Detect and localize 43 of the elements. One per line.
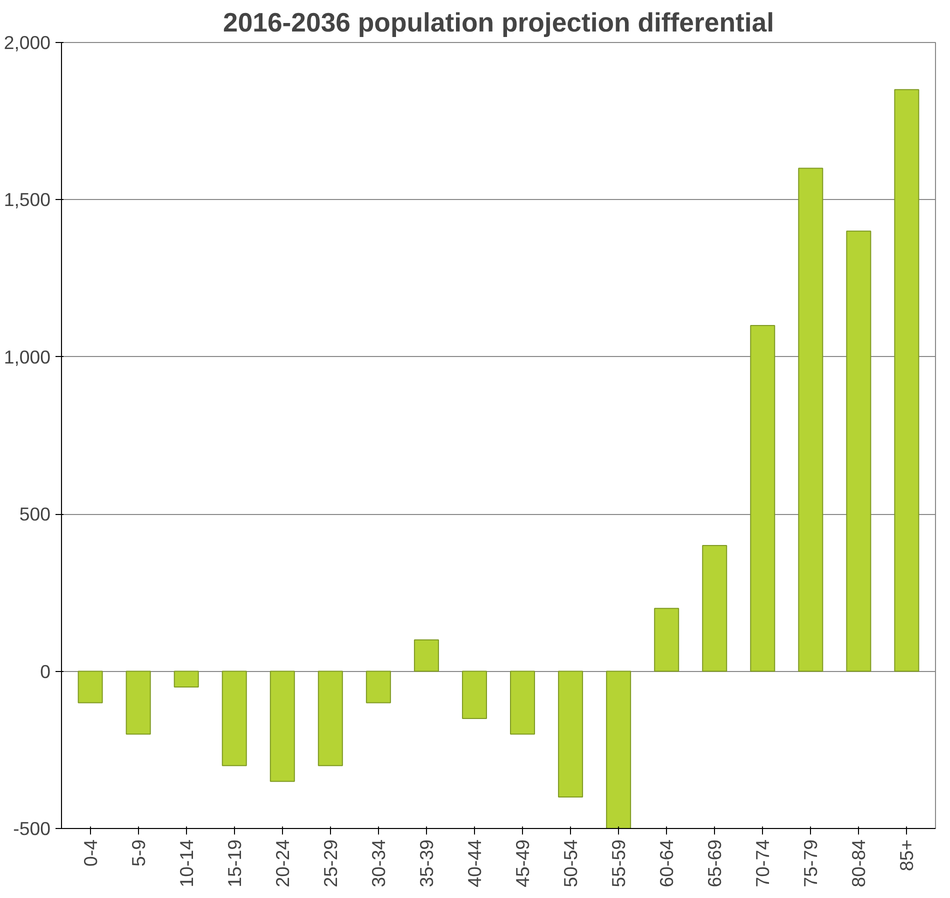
bar (414, 639, 439, 672)
bar (510, 670, 536, 735)
bar (126, 670, 151, 735)
bar (174, 670, 199, 688)
x-tick-label: 80-84 (848, 839, 870, 888)
bar (558, 670, 584, 798)
x-tick-label: 85+ (896, 839, 918, 872)
x-tick-label: 65-69 (704, 839, 726, 888)
y-tick-label: 1,000 (4, 346, 50, 368)
bar (750, 324, 776, 672)
x-tick-label: 50-54 (560, 839, 582, 888)
x-tick-label: 15-19 (224, 839, 245, 888)
y-tick-label: 2,000 (4, 32, 50, 53)
bar (318, 670, 343, 766)
bar (846, 230, 872, 672)
bar (222, 670, 247, 766)
bar (270, 670, 295, 782)
bar (78, 670, 103, 704)
x-tick-label: 45-49 (512, 839, 534, 888)
y-tick-label: 0 (40, 660, 51, 682)
bar (798, 168, 824, 672)
bar (702, 545, 728, 672)
y-tick-label: 1,500 (4, 189, 50, 210)
bar (606, 670, 632, 828)
x-tick-label: 10-14 (176, 839, 197, 888)
x-tick-label: 70-74 (752, 839, 774, 888)
x-tick-label: 30-34 (368, 839, 389, 888)
y-tick-label: -500 (13, 818, 51, 839)
x-tick-label: 0-4 (80, 839, 101, 866)
x-tick-label: 75-79 (800, 839, 822, 888)
x-tick-label: 35-39 (416, 839, 437, 888)
x-tick-label: 5-9 (128, 839, 149, 866)
x-tick-label: 55-59 (608, 839, 630, 888)
chart-title: 2016-2036 population projection differential (222, 8, 774, 38)
bar (366, 670, 391, 704)
bar (462, 670, 487, 719)
x-tick-label: 60-64 (656, 839, 678, 888)
x-tick-label: 20-24 (272, 839, 293, 888)
x-tick-label: 25-29 (320, 839, 341, 888)
bar (654, 608, 680, 672)
bar (894, 89, 920, 672)
x-tick-label: 40-44 (464, 839, 485, 888)
y-tick-label: 500 (19, 504, 51, 525)
